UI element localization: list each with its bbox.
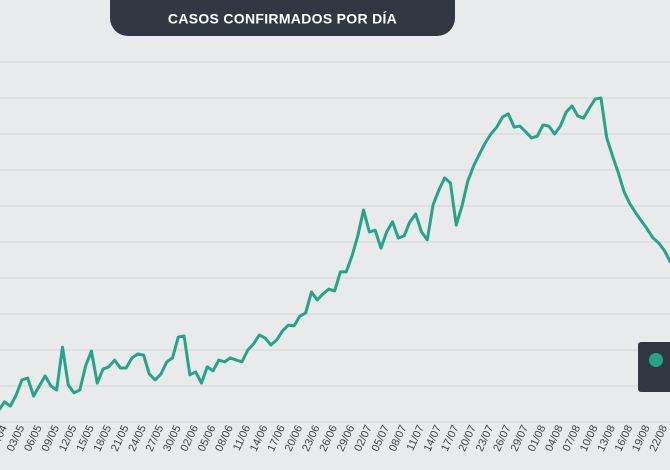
legend bbox=[638, 342, 670, 392]
legend-box bbox=[638, 342, 670, 392]
line bbox=[0, 96, 670, 411]
title-pill bbox=[110, 0, 455, 36]
chart-title: CASOS CONFIRMADOS POR DÍA bbox=[168, 11, 397, 27]
x-tick-label: 30/04 bbox=[0, 423, 10, 453]
legend-marker bbox=[649, 353, 663, 367]
grid bbox=[0, 61, 670, 423]
x-axis: 30/0403/0506/0509/0512/0515/0518/0521/05… bbox=[0, 423, 670, 453]
plot bbox=[0, 96, 670, 411]
